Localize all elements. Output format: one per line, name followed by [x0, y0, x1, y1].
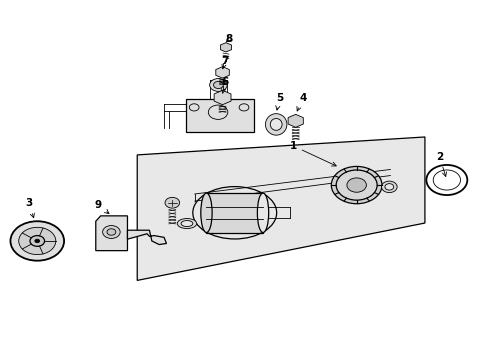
Circle shape — [330, 166, 381, 204]
Text: 1: 1 — [289, 141, 336, 166]
Polygon shape — [215, 67, 229, 78]
Text: 4: 4 — [296, 93, 306, 111]
Polygon shape — [214, 90, 230, 105]
Circle shape — [381, 181, 396, 193]
Polygon shape — [185, 99, 254, 132]
Circle shape — [102, 226, 120, 238]
Circle shape — [164, 197, 179, 208]
Text: 5: 5 — [275, 93, 283, 110]
Text: 3: 3 — [25, 198, 34, 218]
Circle shape — [10, 221, 64, 261]
Polygon shape — [137, 137, 424, 280]
Circle shape — [35, 239, 40, 243]
Circle shape — [335, 170, 376, 200]
Ellipse shape — [265, 114, 286, 135]
Circle shape — [19, 227, 56, 255]
Ellipse shape — [201, 193, 212, 233]
Text: 9: 9 — [95, 200, 109, 213]
Text: 8: 8 — [225, 34, 232, 44]
Polygon shape — [127, 230, 166, 244]
Polygon shape — [220, 42, 231, 52]
Ellipse shape — [177, 219, 196, 229]
Polygon shape — [287, 114, 303, 127]
Text: 7: 7 — [221, 55, 228, 69]
Ellipse shape — [270, 118, 282, 130]
Circle shape — [30, 235, 44, 246]
Circle shape — [384, 184, 393, 190]
Ellipse shape — [257, 193, 268, 233]
Text: 6: 6 — [221, 77, 228, 93]
Circle shape — [107, 229, 116, 235]
Ellipse shape — [181, 221, 192, 226]
Text: 2: 2 — [435, 152, 446, 176]
Circle shape — [209, 78, 227, 91]
Polygon shape — [206, 193, 263, 233]
Polygon shape — [96, 216, 127, 251]
Circle shape — [213, 81, 223, 89]
Circle shape — [346, 178, 366, 192]
